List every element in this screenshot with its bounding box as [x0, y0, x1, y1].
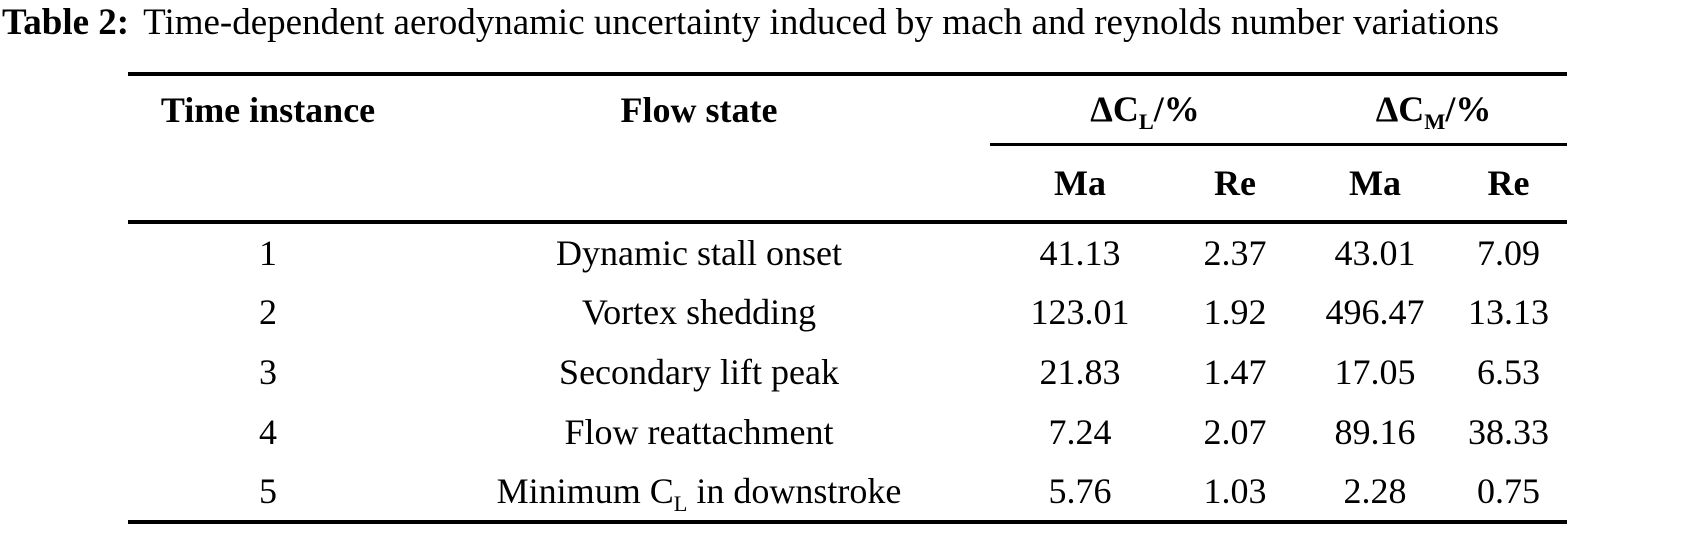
time-instance-value: 4	[259, 412, 277, 452]
delta-cm-post: /%	[1445, 89, 1492, 130]
table-row-4: 4 Flow reattachment 7.24 2.07 89.16 38.3…	[128, 402, 1567, 462]
flow-state-text: Dynamic stall onset	[556, 233, 842, 273]
delta-cm-re-value: 0.75	[1450, 462, 1568, 524]
table-header-row-subcolumns: Ma Re Ma Re	[128, 144, 1568, 224]
flow-state-text: Minimum C	[496, 471, 674, 511]
flow-state-value: Secondary lift peak	[408, 342, 990, 402]
delta-cl-re-value: 2.37	[1203, 233, 1267, 273]
aerodynamic-uncertainty-table: Time instance Flow state ΔCL/% ΔCM/% Ma …	[128, 72, 1568, 524]
table-caption-label: Table 2:	[2, 2, 130, 43]
delta-cl-post: /%	[1153, 89, 1200, 130]
delta-cl-ma-value: 123.01	[1030, 292, 1130, 332]
table-container: Time instance Flow state ΔCL/% ΔCM/% Ma …	[128, 72, 1568, 524]
delta-cl-re-value: 1.92	[1203, 292, 1267, 332]
delta-cl-re-value: 1.03	[1170, 462, 1301, 524]
table-row-3: 3 Secondary lift peak 21.83 1.47 17.05 6…	[128, 342, 1567, 402]
flow-state-value: Minimum CL in downstroke	[408, 462, 990, 524]
delta-cl-re-value: 2.07	[1203, 412, 1267, 452]
delta-cl-re-value: 1.47	[1203, 352, 1267, 392]
table-row-2: 2 Vortex shedding 123.01 1.92 496.47 13.…	[128, 282, 1567, 342]
delta-cm-subscript: M	[1424, 109, 1446, 135]
flow-state-value: Flow reattachment	[408, 402, 990, 462]
delta-cl-subscript: L	[1138, 109, 1154, 135]
subheader-empty-flow	[408, 144, 990, 224]
flow-state-text-post: in downstroke	[687, 471, 902, 511]
delta-cl-ma-value: 41.13	[1039, 233, 1121, 273]
delta-cm-re-value: 7.09	[1477, 233, 1541, 273]
delta-cm-ma-value: 17.05	[1334, 352, 1416, 392]
flow-state-text: Vortex shedding	[581, 292, 817, 332]
delta-cl-pre: ΔC	[1090, 89, 1139, 130]
delta-cl-ma-value: 7.24	[1048, 412, 1112, 452]
time-instance-value: 5	[128, 462, 408, 524]
delta-cm-re-value: 6.53	[1477, 352, 1541, 392]
col-header-delta-cl: ΔCL/%	[990, 74, 1301, 146]
subheader-cm-re: Re	[1450, 144, 1568, 224]
delta-cl-ma-value: 5.76	[990, 462, 1170, 524]
subheader-cm-ma: Ma	[1300, 144, 1451, 224]
flow-state-text: Flow reattachment	[564, 412, 834, 452]
delta-cm-ma-value: 89.16	[1334, 412, 1416, 452]
time-instance-value: 3	[259, 352, 277, 392]
subheader-cl-re: Re	[1170, 144, 1301, 224]
delta-cl-ma-value: 21.83	[1039, 352, 1121, 392]
flow-state-text: Secondary lift peak	[559, 352, 839, 392]
delta-cm-ma-value: 2.28	[1300, 462, 1451, 524]
subheader-empty-time	[128, 144, 408, 224]
time-instance-value: 1	[259, 233, 277, 273]
table-row-1: 1 Dynamic stall onset 41.13 2.37 43.01 7…	[128, 222, 1567, 282]
col-header-time-instance: Time instance	[160, 90, 376, 130]
table-row-5: 5 Minimum CL in downstroke 5.76 1.03 2.2…	[128, 462, 1568, 524]
time-instance-value: 2	[259, 292, 277, 332]
delta-cm-ma-value: 43.01	[1334, 233, 1416, 273]
flow-state-value: Dynamic stall onset	[408, 222, 990, 282]
flow-state-subscript: L	[673, 491, 688, 517]
delta-cm-pre: ΔC	[1375, 89, 1425, 130]
delta-cm-re-value: 13.13	[1468, 292, 1550, 332]
flow-state-value: Vortex shedding	[408, 282, 990, 342]
delta-cm-ma-value: 496.47	[1325, 292, 1425, 332]
col-header-flow-state: Flow state	[620, 90, 778, 130]
delta-cm-re-value: 38.33	[1468, 412, 1550, 452]
subheader-cl-ma: Ma	[990, 144, 1170, 224]
table-header-row-groups: Time instance Flow state ΔCL/% ΔCM/%	[128, 74, 1568, 146]
table-caption-text: Time-dependent aerodynamic uncertainty i…	[143, 2, 1500, 43]
col-header-delta-cm: ΔCM/%	[1300, 74, 1568, 146]
table-caption: Table 2: Time-dependent aerodynamic uncer…	[2, 1, 1696, 45]
